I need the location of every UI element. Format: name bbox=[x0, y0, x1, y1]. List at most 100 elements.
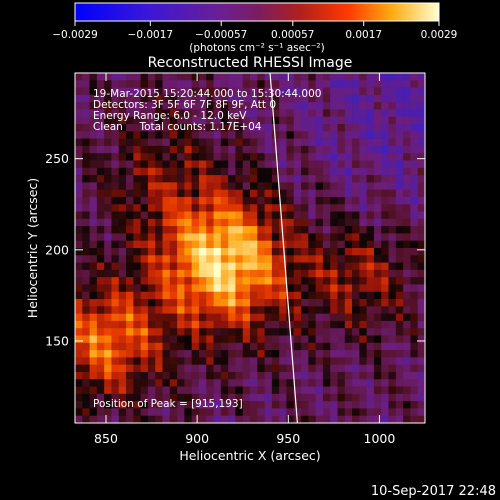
heatmap-pixel bbox=[308, 371, 316, 380]
heatmap-pixel bbox=[198, 116, 207, 125]
heatmap-pixel bbox=[126, 138, 134, 147]
heatmap-pixel bbox=[381, 109, 389, 118]
heatmap-pixel bbox=[155, 415, 163, 423]
heatmap-pixel bbox=[301, 408, 309, 417]
heatmap-pixel bbox=[140, 277, 149, 285]
heatmap-pixel bbox=[104, 313, 112, 322]
heatmap-pixel bbox=[104, 153, 112, 161]
heatmap-pixel bbox=[308, 364, 316, 373]
heatmap-pixel bbox=[352, 160, 360, 169]
heatmap-pixel bbox=[89, 291, 98, 300]
heatmap-pixel bbox=[410, 371, 419, 380]
heatmap-pixel bbox=[184, 371, 192, 380]
heatmap-pixel bbox=[235, 124, 244, 132]
heatmap-pixel bbox=[206, 116, 214, 125]
heatmap-pixel bbox=[286, 262, 295, 271]
heatmap-pixel bbox=[235, 335, 244, 344]
heatmap-pixel bbox=[228, 80, 236, 88]
heatmap-pixel bbox=[235, 379, 244, 387]
heatmap-pixel bbox=[111, 73, 120, 81]
heatmap-pixel bbox=[104, 218, 112, 227]
heatmap-pixel bbox=[352, 102, 360, 110]
heatmap-pixel bbox=[257, 342, 265, 351]
heatmap-pixel bbox=[410, 204, 419, 212]
heatmap-pixel bbox=[184, 233, 192, 242]
heatmap-pixel bbox=[126, 124, 134, 132]
heatmap-pixel bbox=[330, 393, 338, 402]
heatmap-pixel bbox=[403, 342, 411, 351]
heatmap-pixel bbox=[388, 342, 397, 351]
heatmap-pixel bbox=[301, 262, 309, 271]
heatmap-pixel bbox=[242, 269, 251, 278]
heatmap-pixel bbox=[264, 393, 273, 402]
heatmap-pixel bbox=[89, 94, 98, 103]
heatmap-pixel bbox=[257, 240, 265, 249]
heatmap-pixel bbox=[235, 357, 244, 365]
heatmap-pixel bbox=[330, 379, 338, 387]
heatmap-pixel bbox=[118, 357, 127, 365]
heatmap-pixel bbox=[293, 284, 302, 293]
heatmap-pixel bbox=[162, 342, 171, 351]
heatmap-pixel bbox=[96, 145, 105, 154]
heatmap-pixel bbox=[96, 204, 105, 212]
heatmap-pixel bbox=[155, 240, 163, 249]
heatmap-pixel bbox=[373, 175, 382, 183]
heatmap-pixel bbox=[257, 160, 265, 169]
heatmap-pixel bbox=[206, 138, 214, 147]
heatmap-pixel bbox=[410, 80, 419, 88]
heatmap-pixel bbox=[410, 196, 419, 205]
heatmap-pixel bbox=[417, 124, 425, 132]
heatmap-pixel bbox=[322, 371, 331, 380]
heatmap-pixel bbox=[96, 401, 105, 409]
heatmap-pixel bbox=[140, 393, 149, 402]
heatmap-pixel bbox=[250, 189, 258, 198]
heatmap-pixel bbox=[330, 87, 338, 96]
heatmap-pixel bbox=[395, 269, 404, 278]
heatmap-pixel bbox=[286, 204, 295, 212]
heatmap-pixel bbox=[337, 167, 346, 176]
heatmap-pixel bbox=[395, 116, 404, 125]
heatmap-pixel bbox=[104, 342, 112, 351]
heatmap-pixel bbox=[293, 342, 302, 351]
heatmap-pixel bbox=[75, 211, 83, 220]
heatmap-pixel bbox=[104, 335, 112, 344]
heatmap-pixel bbox=[184, 335, 192, 344]
heatmap-pixel bbox=[126, 109, 134, 118]
heatmap-pixel bbox=[235, 313, 244, 322]
heatmap-pixel bbox=[96, 102, 105, 110]
heatmap-pixel bbox=[417, 291, 425, 300]
heatmap-pixel bbox=[89, 255, 98, 263]
heatmap-pixel bbox=[344, 408, 353, 417]
heatmap-pixel bbox=[388, 109, 397, 118]
heatmap-pixel bbox=[315, 284, 324, 293]
heatmap-pixel bbox=[381, 357, 389, 365]
heatmap-pixel bbox=[184, 240, 192, 249]
heatmap-pixel bbox=[322, 87, 331, 96]
heatmap-pixel bbox=[75, 371, 83, 380]
heatmap-pixel bbox=[111, 189, 120, 198]
heatmap-pixel bbox=[140, 255, 149, 263]
heatmap-pixel bbox=[111, 379, 120, 387]
heatmap-pixel bbox=[82, 145, 90, 154]
heatmap-pixel bbox=[206, 306, 214, 314]
heatmap-pixel bbox=[213, 160, 222, 169]
heatmap-pixel bbox=[315, 320, 324, 329]
heatmap-pixel bbox=[257, 299, 265, 307]
heatmap-pixel bbox=[126, 299, 134, 307]
heatmap-pixel bbox=[133, 291, 141, 300]
heatmap-pixel bbox=[126, 284, 134, 293]
heatmap-pixel bbox=[198, 73, 207, 81]
heatmap-pixel bbox=[395, 262, 404, 271]
heatmap-pixel bbox=[337, 102, 346, 110]
heatmap-pixel bbox=[155, 138, 163, 147]
heatmap-pixel bbox=[352, 277, 360, 285]
heatmap-pixel bbox=[242, 153, 251, 161]
heatmap-pixel bbox=[126, 357, 134, 365]
heatmap-pixel bbox=[308, 386, 316, 395]
heatmap-pixel bbox=[315, 196, 324, 205]
heatmap-pixel bbox=[155, 328, 163, 336]
heatmap-pixel bbox=[417, 226, 425, 234]
heatmap-pixel bbox=[308, 160, 316, 169]
heatmap-pixel bbox=[126, 240, 134, 249]
heatmap-pixel bbox=[126, 145, 134, 154]
